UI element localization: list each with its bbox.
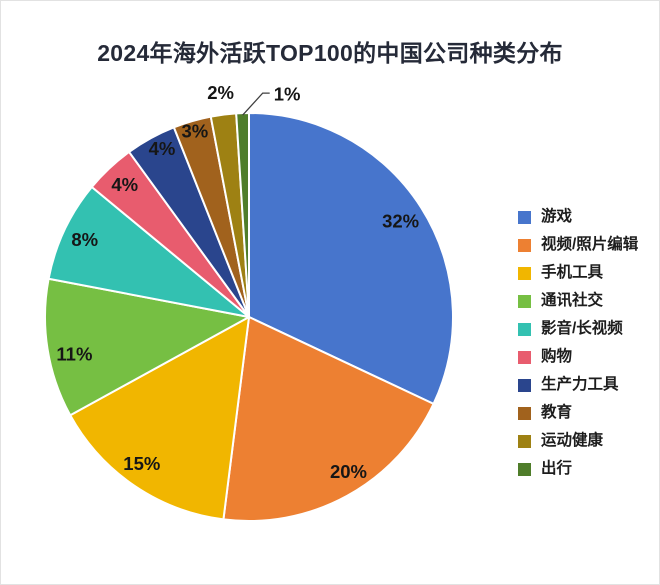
legend-swatch-icon <box>518 294 531 308</box>
pie-slice-通讯社交[interactable] <box>44 277 250 417</box>
slice-percent-label-出行: 1% <box>274 84 301 105</box>
legend-swatch-icon <box>518 266 531 280</box>
legend-label: 出行 <box>541 460 573 478</box>
legend-label: 教育 <box>541 404 573 422</box>
slice-percent-label-视频/照片编辑: 20% <box>330 461 367 482</box>
pie-slice-出行[interactable] <box>235 111 250 318</box>
legend-label: 生产力工具 <box>541 376 619 394</box>
pie-slice-影音/长视频[interactable] <box>47 185 250 318</box>
legend-item-手机工具[interactable]: 手机工具 <box>518 259 638 287</box>
slice-percent-label-生产力工具: 4% <box>149 138 176 159</box>
legend-item-视频/照片编辑[interactable]: 视频/照片编辑 <box>518 231 638 259</box>
legend-item-购物[interactable]: 购物 <box>518 343 638 371</box>
legend-label: 通讯社交 <box>541 292 604 310</box>
slice-percent-label-游戏: 32% <box>382 210 419 231</box>
chart-legend: 游戏视频/照片编辑 手机工具通讯社交影音/长视频 购物生产力工具教育运动健康出行 <box>518 203 638 483</box>
legend-swatch-icon <box>518 434 531 448</box>
legend-swatch-icon <box>518 406 531 420</box>
pie-slice-游戏[interactable] <box>248 112 454 405</box>
legend-swatch-icon <box>518 378 531 392</box>
legend-label: 运动健康 <box>541 432 604 450</box>
pie-slice-视频/照片编辑[interactable] <box>222 316 435 522</box>
slice-percent-label-运动健康: 2% <box>207 82 234 103</box>
slice-percent-label-通讯社交: 11% <box>56 344 92 365</box>
legend-label: 视频/照片编辑 <box>541 236 639 254</box>
legend-item-游戏[interactable]: 游戏 <box>518 203 638 231</box>
legend-item-通讯社交[interactable]: 通讯社交 <box>518 287 638 315</box>
slice-percent-label-影音/长视频: 8% <box>71 229 98 250</box>
slice-percent-label-手机工具: 15% <box>123 453 160 474</box>
legend-label: 购物 <box>541 348 573 366</box>
label-leader-line <box>242 92 270 116</box>
chart-title: 2024年海外活跃TOP100的中国公司种类分布 <box>97 40 563 66</box>
legend-label: 手机工具 <box>541 264 604 282</box>
legend-item-出行[interactable]: 出行 <box>518 455 638 483</box>
legend-item-教育[interactable]: 教育 <box>518 399 638 427</box>
legend-swatch-icon <box>518 210 531 224</box>
slice-percent-label-购物: 4% <box>111 174 138 195</box>
legend-item-生产力工具[interactable]: 生产力工具 <box>518 371 638 399</box>
legend-item-运动健康[interactable]: 运动健康 <box>518 427 638 455</box>
legend-swatch-icon <box>518 322 531 336</box>
legend-swatch-icon <box>518 350 531 364</box>
legend-swatch-icon <box>518 462 531 476</box>
legend-swatch-icon <box>518 238 531 252</box>
pie-slice-手机工具[interactable] <box>69 316 250 521</box>
legend-label: 游戏 <box>541 208 573 226</box>
legend-label: 影音/长视频 <box>541 320 623 338</box>
slice-percent-label-教育: 3% <box>182 120 209 141</box>
legend-item-影音/长视频[interactable]: 影音/长视频 <box>518 315 638 343</box>
